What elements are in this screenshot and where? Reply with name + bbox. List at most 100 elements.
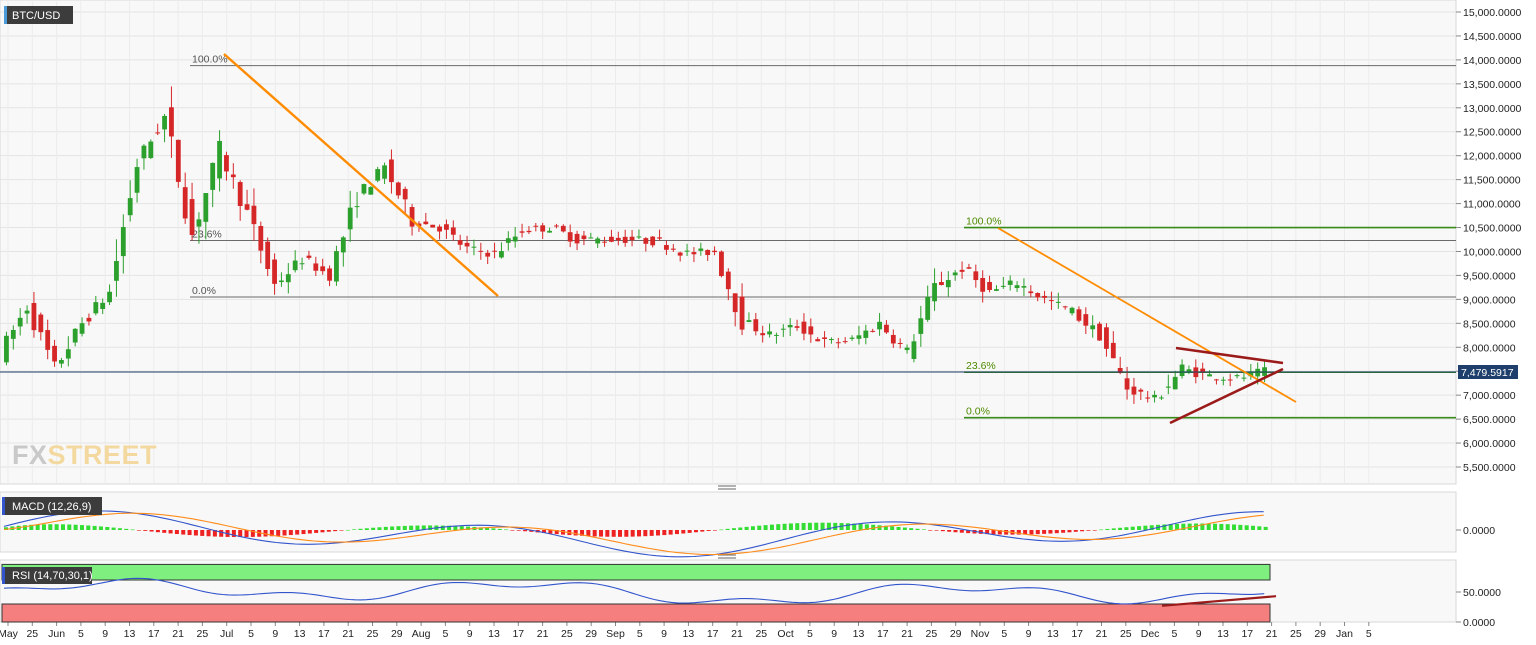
candle-body: [1076, 309, 1082, 321]
macd-histogram-bar: [86, 525, 91, 530]
rsi-support-line[interactable]: [1161, 595, 1277, 607]
macd-histogram-bar: [902, 527, 907, 530]
macd-histogram-bar: [155, 530, 160, 533]
candle-body: [835, 342, 841, 344]
x-tick-label: 9: [1026, 628, 1032, 640]
x-tick-label: 13: [853, 628, 865, 640]
macd-histogram-bar: [111, 527, 116, 530]
candle-body: [636, 236, 642, 238]
macd-histogram-bar: [668, 530, 673, 535]
downtrend-line-2[interactable]: [997, 227, 1297, 403]
macd-histogram-bar: [231, 530, 236, 538]
macd-histogram-bar: [928, 530, 933, 531]
macd-histogram-bar: [301, 530, 306, 535]
x-tick-label: 13: [683, 628, 695, 640]
x-tick-label: 13: [488, 628, 500, 640]
macd-histogram-bar: [117, 528, 122, 530]
candle-body: [1028, 291, 1034, 294]
x-tick-label: 17: [318, 628, 330, 640]
y-tick-label: 6,000.0000: [1463, 438, 1516, 450]
candle-body: [1152, 394, 1157, 398]
candle-body: [712, 250, 717, 253]
macd-histogram-bar: [807, 522, 812, 530]
candle-body: [492, 250, 497, 252]
macd-label[interactable]: MACD (12,26,9): [2, 497, 102, 515]
candle-body: [1159, 397, 1164, 399]
macd-histogram-bar: [586, 530, 591, 537]
y-tick-label: 12,500.0000: [1463, 127, 1522, 139]
candle-body: [994, 289, 999, 291]
macd-indicator: 0.0000: [3, 510, 1495, 558]
macd-histogram-bar: [98, 526, 103, 530]
x-tick-label: 25: [1120, 628, 1132, 640]
triangle-upper-line[interactable]: [1175, 346, 1284, 365]
candle-body: [389, 159, 394, 183]
rsi-indicator: 50.0000 0.0000: [1, 563, 1501, 629]
macd-histogram-bar: [542, 530, 547, 534]
candle-body: [904, 347, 910, 351]
macd-histogram-bar: [345, 529, 350, 531]
macd-histogram-bar: [1111, 528, 1116, 530]
candlestick-series: [4, 86, 1267, 404]
time-axis: May 25 Jun 5 9 13 17 21 25 Jul 5 9 13 17 21 25 29 Aug 5 9 13…: [0, 622, 1372, 640]
candle-body: [182, 187, 188, 219]
x-tick-label: 25: [755, 628, 767, 640]
macd-histogram-bar: [497, 528, 502, 530]
macd-histogram-bar: [1042, 530, 1047, 534]
macd-histogram-bar: [782, 523, 787, 530]
macd-histogram-bar: [1086, 530, 1091, 531]
candle-body: [1255, 368, 1261, 377]
candle-body: [444, 224, 449, 230]
macd-histogram-bar: [212, 530, 217, 537]
macd-histogram-bar: [1105, 528, 1110, 530]
candle-body: [162, 115, 167, 130]
grid-lines: [0, 0, 1456, 484]
macd-histogram-bar: [276, 530, 281, 536]
pane-resize-handle-rsi[interactable]: [718, 554, 736, 559]
candle-body: [45, 330, 51, 350]
candle-body: [939, 282, 944, 286]
rsi-label[interactable]: RSI (14,70,30,1): [2, 567, 93, 584]
y-tick-label: 9,000.0000: [1463, 294, 1516, 306]
candle-body: [884, 324, 889, 333]
x-tick-label: 29: [1314, 628, 1326, 640]
macd-histogram-bar: [1067, 530, 1072, 533]
candle-body: [79, 323, 85, 334]
macd-histogram-bar: [725, 528, 730, 530]
candle-body: [526, 230, 532, 233]
candle-body: [945, 280, 951, 288]
candle-body: [72, 328, 78, 343]
macd-histogram-bar: [1213, 523, 1218, 530]
macd-histogram-bar: [130, 529, 135, 531]
downtrend-line-1[interactable]: [223, 53, 499, 297]
macd-histogram-bar: [858, 523, 863, 530]
fib-level-label: 100.0%: [192, 54, 228, 66]
candle-body: [966, 267, 972, 269]
macd-histogram-bar: [833, 522, 838, 530]
macd-histogram-bar: [1175, 523, 1180, 530]
macd-histogram-bar: [409, 525, 414, 530]
symbol-label[interactable]: BTC/USD: [4, 6, 73, 24]
candle-body: [1179, 364, 1185, 377]
candle-body: [725, 271, 731, 290]
candle-body: [973, 271, 979, 281]
macd-histogram-bar: [485, 527, 490, 530]
pane-resize-handle-macd[interactable]: [718, 485, 736, 490]
candle-body: [822, 337, 827, 340]
candle-body: [292, 260, 298, 271]
macd-histogram-bar: [1257, 526, 1262, 530]
macd-histogram-bar: [307, 530, 312, 534]
macd-histogram-bar: [1124, 527, 1129, 530]
candle-body: [127, 198, 133, 216]
macd-histogram-bar: [35, 524, 40, 530]
candle-body: [17, 317, 23, 327]
macd-histogram-bar: [966, 530, 971, 534]
macd-histogram-bar: [934, 530, 939, 531]
candle-body: [533, 225, 539, 227]
candle-body: [354, 206, 360, 208]
candle-body: [4, 335, 9, 363]
macd-histogram-bar: [4, 527, 8, 530]
macd-histogram-bar: [314, 530, 319, 533]
triangle-lower-line[interactable]: [1169, 367, 1284, 425]
